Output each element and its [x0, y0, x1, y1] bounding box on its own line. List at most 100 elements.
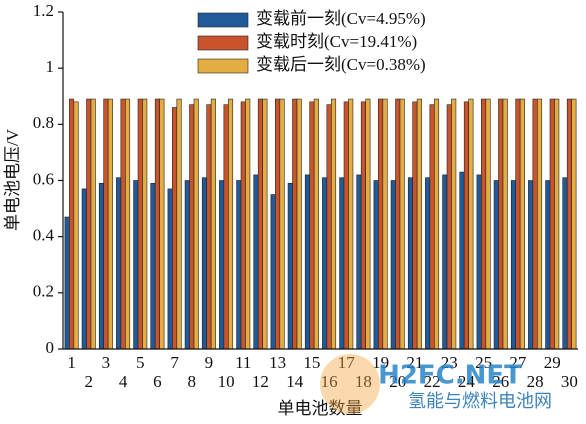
bar: [485, 98, 491, 350]
bar: [257, 98, 263, 350]
bar: [279, 98, 285, 350]
bar: [189, 104, 195, 350]
watermark: H2FC.NET 氢能与燃料电池网: [320, 354, 552, 414]
legend-label: 变载时刻(Cv=19.41%): [256, 32, 417, 51]
legend-label: 变载后一刻(Cv=0.38%): [256, 55, 426, 74]
y-axis-label: 单电池电压/V: [3, 128, 22, 231]
bar: [562, 177, 568, 350]
y-tick-label: 0.6: [33, 169, 54, 188]
bar: [407, 177, 413, 350]
bar: [228, 98, 234, 350]
bar: [476, 174, 482, 350]
bar: [206, 104, 212, 350]
x-tick-label: 30: [561, 372, 578, 391]
bar: [133, 180, 139, 350]
x-tick-label: 16: [321, 372, 338, 391]
bar: [528, 180, 534, 350]
legend-label: 变载前一刻(Cv=4.95%): [256, 9, 426, 28]
bar: [442, 174, 448, 350]
x-tick-label: 4: [119, 372, 128, 391]
bar: [120, 98, 126, 350]
bar: [510, 180, 516, 350]
bar: [98, 183, 104, 350]
bar: [322, 177, 328, 350]
watermark-text: H2FC.NET: [378, 361, 522, 391]
bar: [481, 98, 487, 350]
x-tick-label: 20: [389, 372, 406, 391]
bar: [150, 183, 156, 350]
bar: [270, 194, 276, 350]
x-tick-label: 27: [509, 353, 527, 372]
x-tick-label: 26: [492, 372, 509, 391]
bar: [296, 98, 302, 350]
bar: [184, 180, 190, 350]
bar: [287, 183, 293, 350]
bar: [69, 98, 75, 350]
x-tick-label: 29: [544, 353, 561, 372]
bar: [399, 98, 405, 350]
bar: [86, 98, 92, 350]
bar: [125, 98, 131, 350]
x-tick-label: 8: [188, 372, 197, 391]
bar: [343, 101, 349, 350]
bar: [434, 98, 440, 350]
y-tick-label: 0.2: [33, 282, 54, 301]
x-tick-label: 21: [406, 353, 423, 372]
x-tick-label: 15: [303, 353, 320, 372]
bar: [571, 98, 577, 350]
bar: [554, 98, 560, 350]
bar: [395, 98, 401, 350]
x-tick-label: 7: [170, 353, 179, 372]
bar: [253, 174, 259, 350]
bar: [201, 177, 207, 350]
x-tick-label: 23: [441, 353, 458, 372]
x-tick-label: 11: [235, 353, 251, 372]
bar: [493, 180, 499, 350]
bar: [309, 101, 315, 350]
bar: [502, 98, 508, 350]
x-tick-label: 3: [102, 353, 111, 372]
bar: [236, 180, 242, 350]
bar: [360, 101, 366, 350]
bar: [459, 171, 465, 350]
x-tick-label: 25: [475, 353, 492, 372]
bar: [532, 98, 538, 350]
bar: [519, 98, 525, 350]
bar: [154, 98, 160, 350]
bar: [275, 98, 281, 350]
y-tick-label: 1.2: [33, 1, 54, 20]
bar: [90, 98, 96, 350]
bar: [176, 98, 182, 350]
bar: [167, 188, 173, 350]
x-tick-label: 18: [355, 372, 372, 391]
bar: [468, 98, 474, 350]
x-tick-label: 1: [67, 353, 76, 372]
bar: [566, 98, 572, 350]
x-tick-label: 24: [458, 372, 476, 391]
bar: [498, 98, 504, 350]
bar: [429, 104, 435, 350]
bar: [292, 98, 298, 350]
bar: [64, 216, 70, 350]
bar: [390, 180, 396, 350]
bar: [313, 98, 319, 350]
bar: [378, 98, 384, 350]
bar: [137, 98, 143, 350]
x-tick-label: 17: [338, 353, 356, 372]
x-tick-label: 6: [153, 372, 162, 391]
bar: [172, 107, 178, 350]
bar: [326, 104, 332, 350]
x-tick-label: 22: [424, 372, 441, 391]
bar: [416, 98, 422, 350]
bar: [142, 98, 148, 350]
bar: [240, 101, 246, 350]
legend-swatch: [197, 35, 249, 51]
x-tick-label: 10: [218, 372, 235, 391]
bar: [356, 174, 362, 350]
bar: [103, 98, 109, 350]
legend-swatch: [197, 58, 249, 74]
bar: [515, 98, 521, 350]
bar: [339, 177, 345, 350]
bar: [446, 104, 452, 350]
